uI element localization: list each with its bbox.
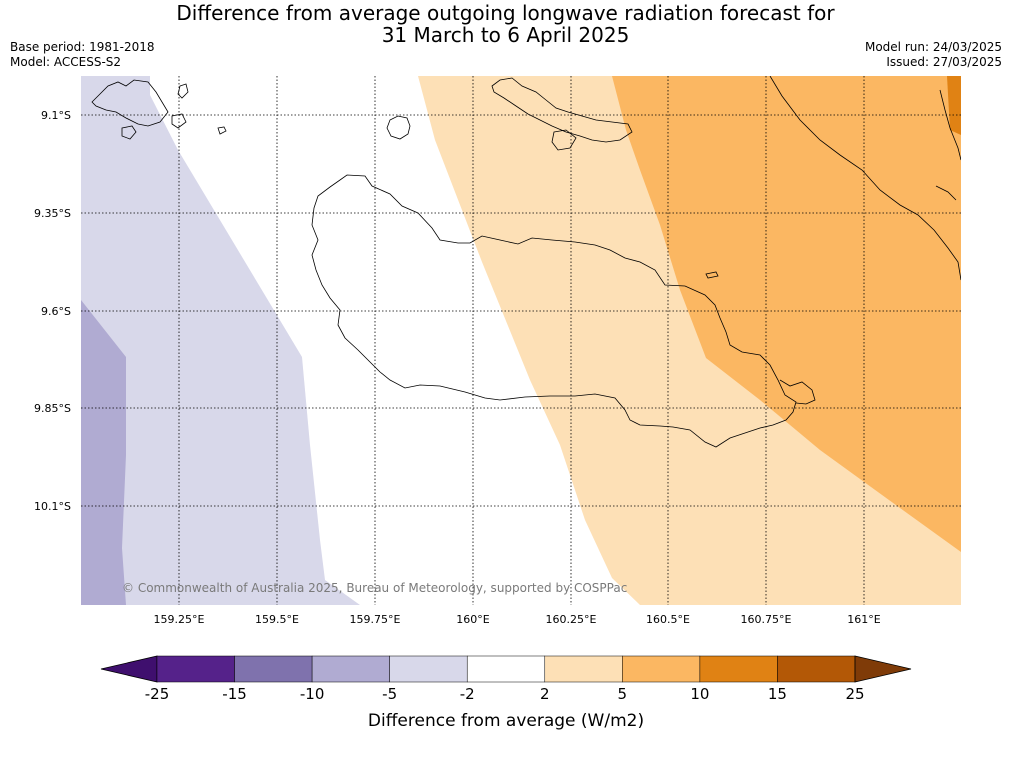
colorbar-segment xyxy=(234,655,313,683)
colorbar-segment xyxy=(699,655,778,683)
lat-labels: 9.1°S 9.35°S 9.6°S 9.85°S 10.1°S xyxy=(34,109,71,513)
colorbar-tick-label: -25 xyxy=(145,685,170,703)
island-coastline-main xyxy=(311,174,797,448)
anomaly-region-minus5 xyxy=(81,76,360,605)
anomaly-region-plus10 xyxy=(947,76,961,135)
colorbar-tick-label: 10 xyxy=(690,685,709,703)
colorbar-segment xyxy=(622,655,701,683)
lon-labels: 159.25°E 159.5°E 159.75°E 160°E 160.25°E… xyxy=(154,613,881,626)
colorbar-tick-label: -15 xyxy=(222,685,247,703)
colorbar-segment xyxy=(389,655,468,683)
colorbar-tick-label: -5 xyxy=(382,685,397,703)
east-islet xyxy=(705,271,719,279)
colorbar-extend-high xyxy=(854,655,912,683)
model-run-text: Model run: 24/03/2025 xyxy=(864,40,1002,54)
base-period-text: Base period: 1981-2018 xyxy=(10,40,155,54)
north-islets-west xyxy=(171,83,227,135)
colorbar-segment xyxy=(777,655,856,683)
colorbar-segment xyxy=(156,655,235,683)
colorbar-tick-label: 15 xyxy=(768,685,787,703)
colorbar-segment xyxy=(311,655,390,683)
lon-label: 159.25°E xyxy=(154,613,205,626)
copyright-notice: © Commonwealth of Australia 2025, Bureau… xyxy=(122,581,627,595)
colorbar-title: Difference from average (W/m2) xyxy=(368,711,644,731)
lon-label: 161°E xyxy=(847,613,880,626)
colorbar-tick-label: 5 xyxy=(618,685,628,703)
coastline-group xyxy=(91,76,961,448)
lon-label: 160.5°E xyxy=(646,613,690,626)
colorbar-segment xyxy=(544,655,623,683)
colorbar-extend-low xyxy=(100,655,158,683)
lon-label: 160°E xyxy=(456,613,489,626)
lat-label: 9.6°S xyxy=(41,305,71,318)
colorbar-tick-label: -2 xyxy=(460,685,475,703)
lon-label: 159.5°E xyxy=(255,613,299,626)
colorbar-tick-label: 2 xyxy=(540,685,550,703)
lat-label: 10.1°S xyxy=(34,500,71,513)
colorbar-tick-label: 25 xyxy=(845,685,864,703)
north-islands-coastline-west xyxy=(91,79,169,127)
lat-label: 9.35°S xyxy=(34,207,71,220)
southeast-point-coastline xyxy=(779,379,816,405)
chart-title-line2: 31 March to 6 April 2025 xyxy=(381,23,630,47)
lat-label: 9.1°S xyxy=(41,109,71,122)
east-island-coastline xyxy=(769,76,961,281)
anomaly-region-plus5 xyxy=(612,76,961,552)
islet-coastline xyxy=(386,115,411,140)
anomaly-region-minus10 xyxy=(81,300,126,605)
north-islands-coastline-central xyxy=(491,77,633,143)
north-islands-coastline-west-2 xyxy=(121,125,137,140)
colorbar: -25 -15 -10 -5 -2 2 5 10 15 25 xyxy=(100,655,912,703)
north-islands-coastline-central-2 xyxy=(551,129,577,151)
colorbar-tick-label: -10 xyxy=(300,685,325,703)
colorbar-segment xyxy=(466,655,546,683)
graticule xyxy=(81,76,961,605)
lon-label: 160.25°E xyxy=(546,613,597,626)
lat-label: 9.85°S xyxy=(34,402,71,415)
lon-label: 160.75°E xyxy=(741,613,792,626)
chart-title-line1: Difference from average outgoing longwav… xyxy=(176,1,835,25)
lon-label: 159.75°E xyxy=(350,613,401,626)
model-text: Model: ACCESS-S2 xyxy=(10,55,122,69)
issued-text: Issued: 27/03/2025 xyxy=(886,55,1002,69)
map-panel: © Commonwealth of Australia 2025, Bureau… xyxy=(81,76,961,605)
